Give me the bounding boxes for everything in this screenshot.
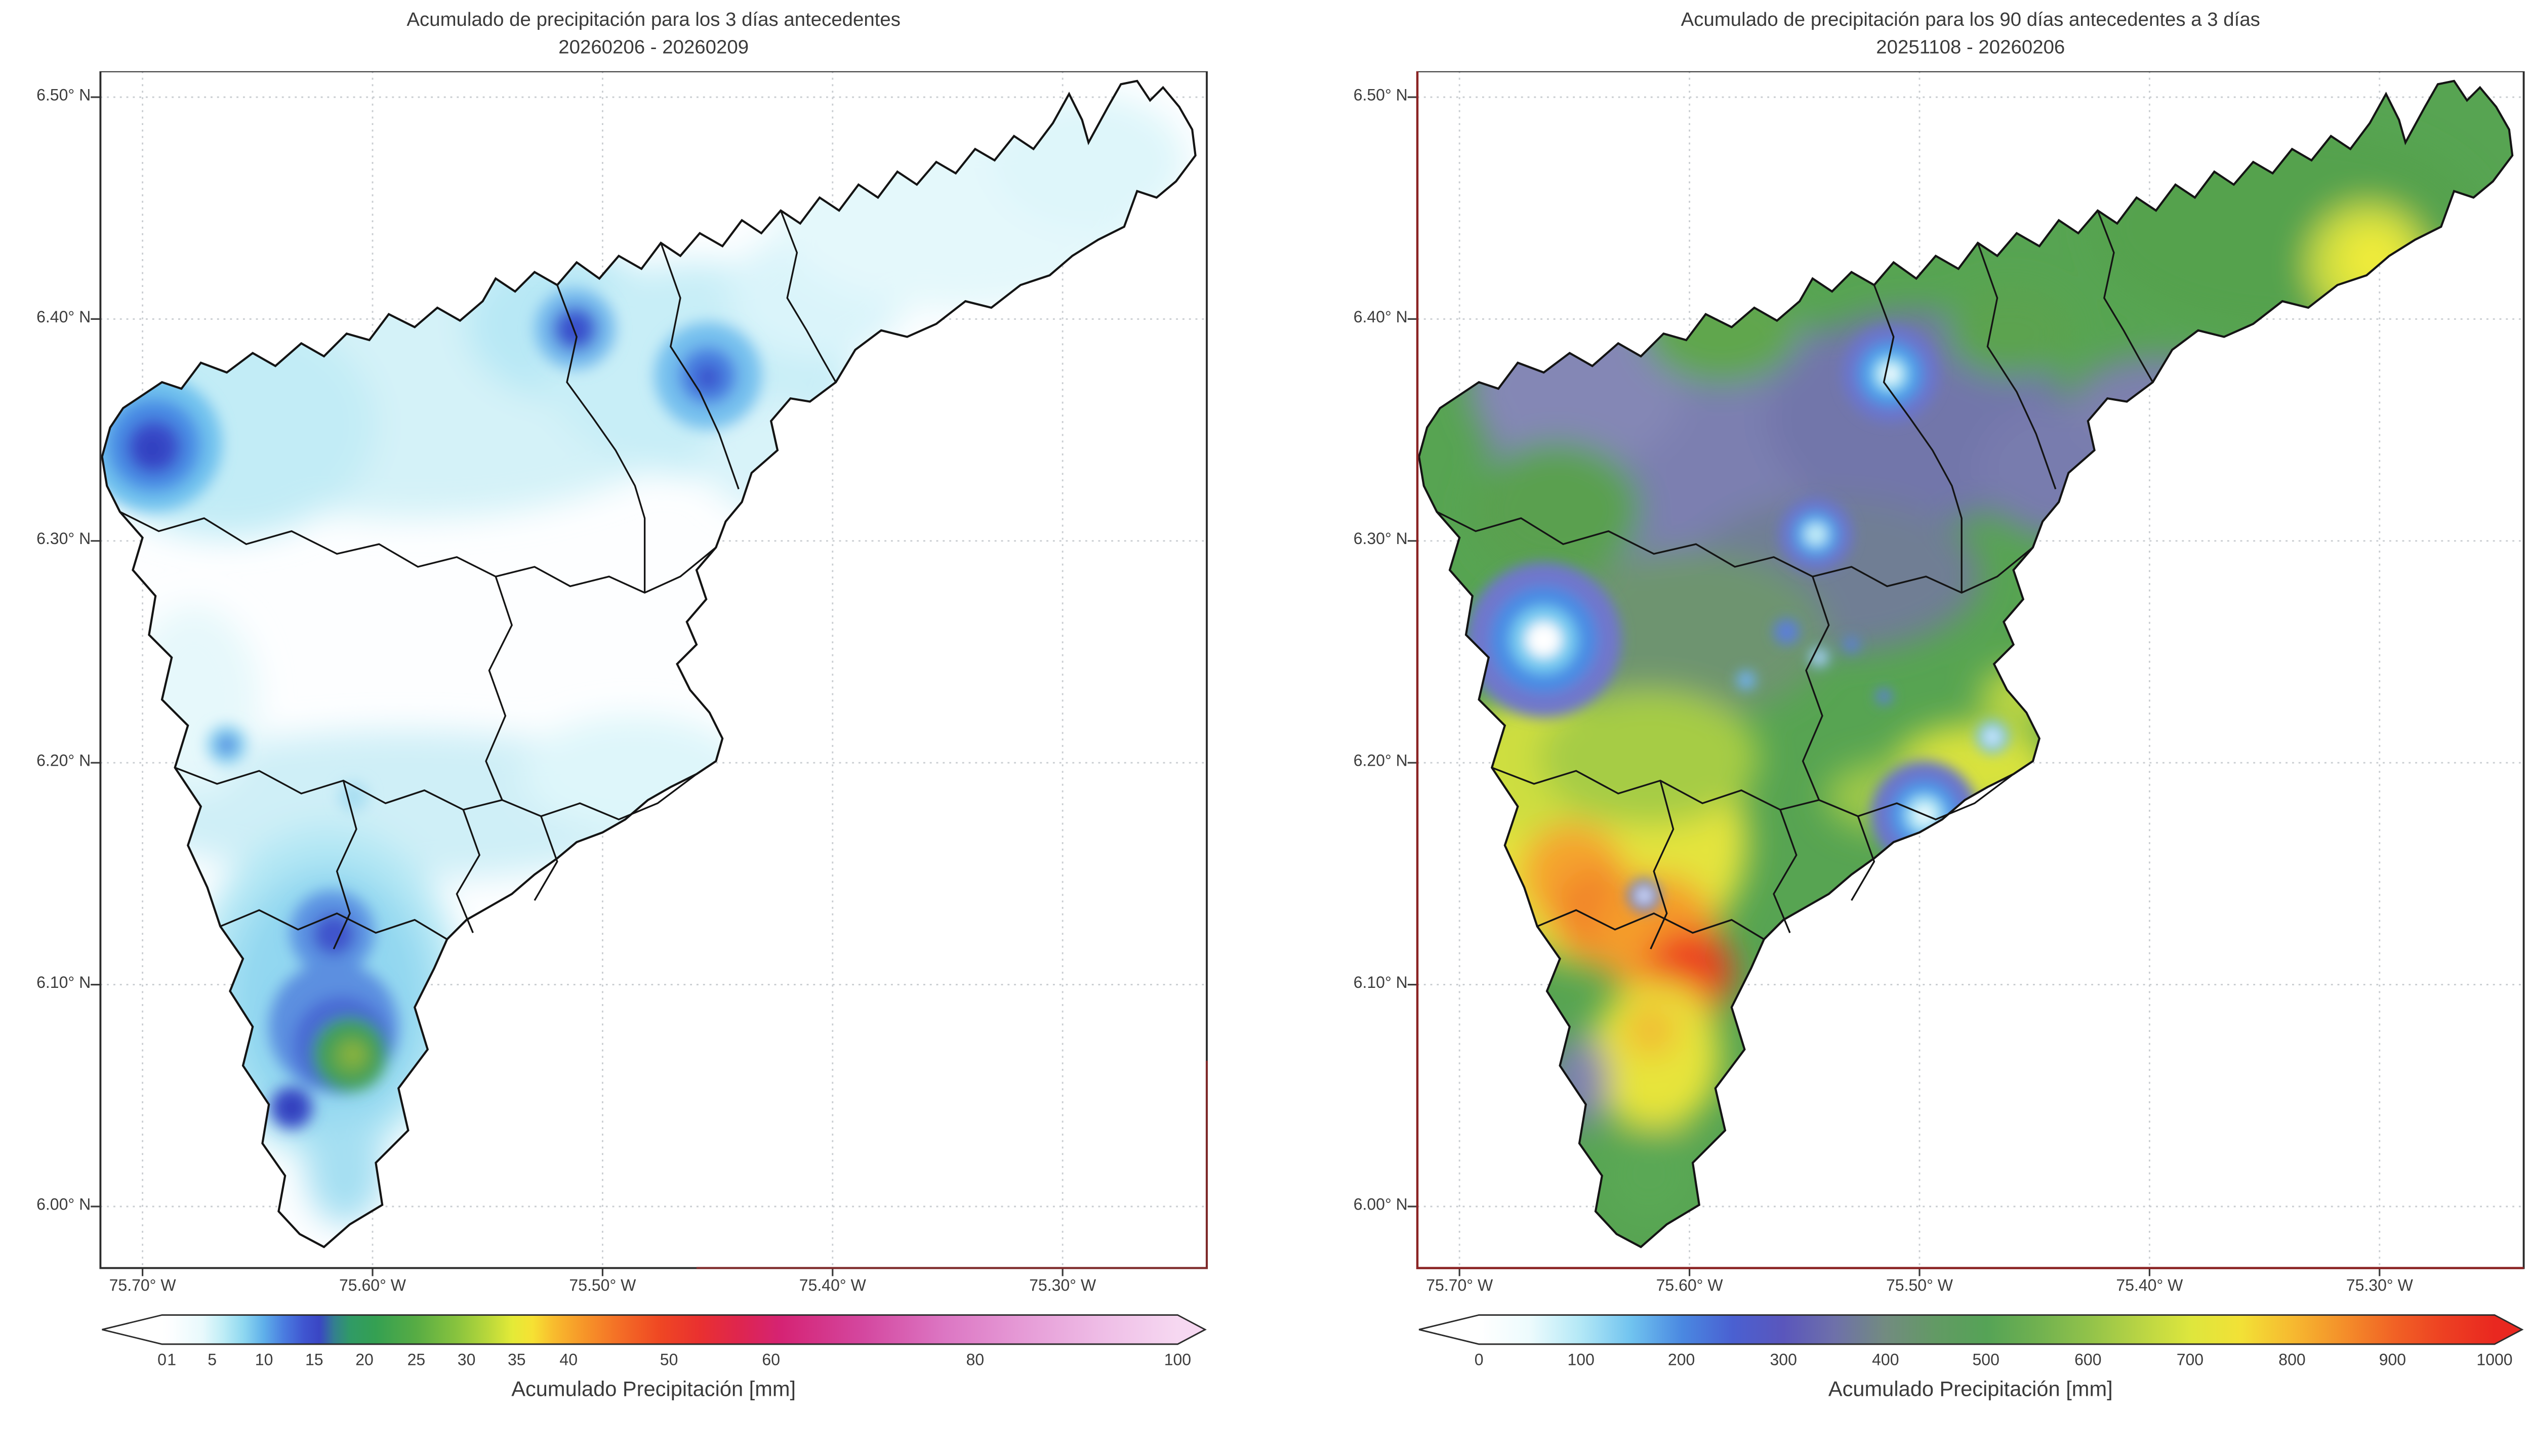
y-tick-label: 6.30° N bbox=[1353, 531, 1408, 549]
cb-tick: 80 bbox=[966, 1352, 985, 1370]
cb-tick: 100 bbox=[1567, 1352, 1595, 1370]
cb-tick: 30 bbox=[457, 1352, 476, 1370]
x-tick-label: 75.70° W bbox=[1426, 1277, 1493, 1296]
precip-field-3day bbox=[102, 81, 1196, 1247]
cb-tick: 0 bbox=[1474, 1352, 1484, 1370]
panel-3day-date-range: 20260206 - 20260209 bbox=[558, 35, 749, 59]
y-tick-label: 6.10° N bbox=[1353, 975, 1408, 993]
panel-90day-date-range: 20251108 - 20260206 bbox=[1876, 35, 2065, 59]
y-tick-label: 6.50° N bbox=[1353, 87, 1408, 105]
x-tick-label: 75.30° W bbox=[1029, 1277, 1096, 1296]
map-3day bbox=[90, 71, 1208, 1277]
cb-tick: 0 bbox=[157, 1352, 167, 1370]
panel-90day: Acumulado de precipitación para los 90 d… bbox=[1317, 0, 2531, 1456]
x-tick-label: 75.40° W bbox=[2116, 1277, 2183, 1296]
map-90day bbox=[1407, 71, 2525, 1277]
cb-tick: 1 bbox=[167, 1352, 177, 1370]
y-tick-label: 6.00° N bbox=[36, 1196, 91, 1215]
x-tick-label: 75.60° W bbox=[339, 1277, 406, 1296]
x-tick-label: 75.50° W bbox=[569, 1277, 636, 1296]
y-tick-label: 6.40° N bbox=[36, 309, 91, 327]
cb-tick: 400 bbox=[1872, 1352, 1899, 1370]
plot-frame bbox=[99, 71, 1208, 1269]
cb-tick: 200 bbox=[1667, 1352, 1695, 1370]
y-tick-label: 6.20° N bbox=[36, 753, 91, 771]
y-tick-label: 6.40° N bbox=[1353, 309, 1408, 327]
colorbar-label-90day: Acumulado Precipitación [mm] bbox=[1828, 1377, 2113, 1401]
cb-tick: 15 bbox=[305, 1352, 323, 1370]
cb-tick: 5 bbox=[208, 1352, 217, 1370]
cb-tick: 50 bbox=[660, 1352, 678, 1370]
cb-tick: 100 bbox=[1164, 1352, 1192, 1370]
cb-tick: 700 bbox=[2176, 1352, 2204, 1370]
red-spine-segment bbox=[1416, 71, 2524, 1269]
precip-field-90day bbox=[1419, 81, 2513, 1247]
cb-tick: 60 bbox=[762, 1352, 780, 1370]
cb-tick: 10 bbox=[255, 1352, 273, 1370]
cb-tick: 25 bbox=[407, 1352, 426, 1370]
x-tick-label: 75.30° W bbox=[2346, 1277, 2413, 1296]
panel-90day-title: Acumulado de precipitación para los 90 d… bbox=[1681, 8, 2260, 31]
cb-tick: 300 bbox=[1770, 1352, 1797, 1370]
y-tick-label: 6.10° N bbox=[36, 975, 91, 993]
colorbar-label-3day: Acumulado Precipitación [mm] bbox=[511, 1377, 796, 1401]
red-spine-segment bbox=[697, 1061, 1208, 1269]
cb-tick: 500 bbox=[1972, 1352, 1999, 1370]
cb-tick: 600 bbox=[2074, 1352, 2102, 1370]
cb-tick: 1000 bbox=[2476, 1352, 2513, 1370]
y-tick-label: 6.20° N bbox=[1353, 753, 1408, 771]
x-tick-label: 75.50° W bbox=[1886, 1277, 1953, 1296]
cb-tick: 800 bbox=[2278, 1352, 2306, 1370]
cb-tick: 35 bbox=[508, 1352, 526, 1370]
panel-3day: Acumulado de precipitación para los 3 dí… bbox=[0, 0, 1236, 1456]
y-tick-label: 6.00° N bbox=[1353, 1196, 1408, 1215]
colorbar-ticks-90day: 0 100 200 300 400 500 600 700 800 900 10… bbox=[1417, 1352, 2524, 1374]
panel-3day-title: Acumulado de precipitación para los 3 dí… bbox=[406, 8, 901, 31]
y-tick-label: 6.50° N bbox=[36, 87, 91, 105]
colorbar-90day bbox=[1418, 1314, 2524, 1345]
cb-tick: 40 bbox=[559, 1352, 578, 1370]
cb-tick: 900 bbox=[2379, 1352, 2406, 1370]
y-tick-label: 6.30° N bbox=[36, 531, 91, 549]
colorbar-ticks-3day: 0 1 5 10 15 20 25 30 35 40 50 60 80 100 bbox=[100, 1352, 1207, 1374]
cb-tick: 20 bbox=[355, 1352, 374, 1370]
x-tick-label: 75.70° W bbox=[109, 1277, 176, 1296]
x-tick-label: 75.60° W bbox=[1656, 1277, 1723, 1296]
x-tick-label: 75.40° W bbox=[799, 1277, 866, 1296]
colorbar-3day bbox=[102, 1314, 1207, 1345]
